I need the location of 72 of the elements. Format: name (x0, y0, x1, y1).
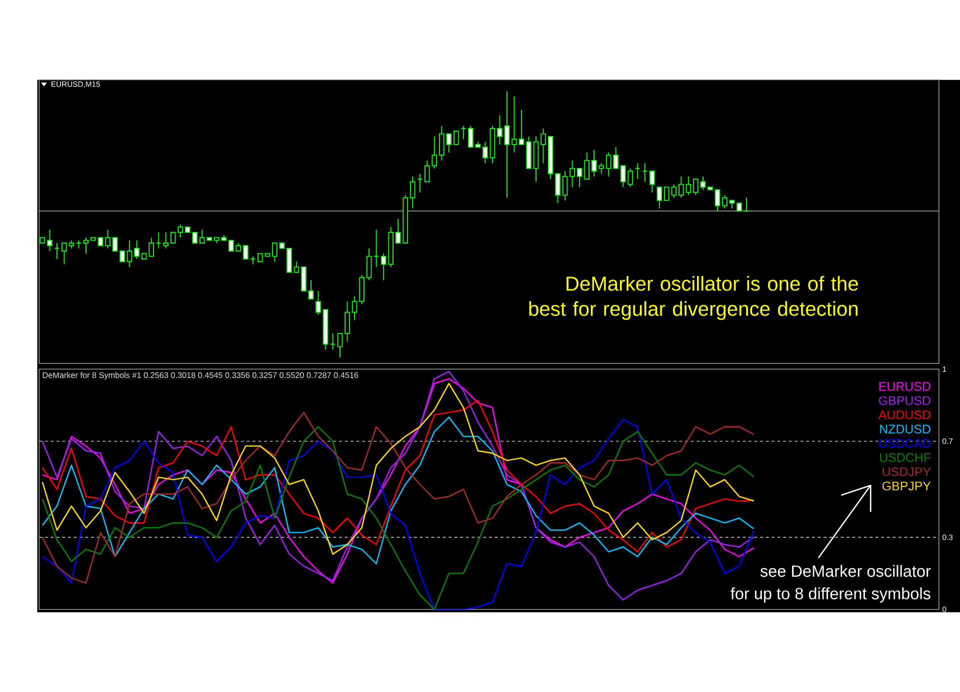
candlestick (156, 232, 162, 249)
text: GBPUSD (879, 396, 930, 406)
annotation: see DeMarker oscillator (760, 564, 931, 577)
text: AUDUSD (878, 410, 930, 420)
candlestick (344, 301, 350, 342)
chart-title: DeMarker for 8 Symbols #1 0.2563 0.3018 0.4545 0.3356 0.3257 0.5520 0.7287 0.4516 (42, 372, 358, 380)
text: USDJPY (882, 467, 931, 476)
candlestick (562, 170, 568, 201)
candlestick (294, 261, 300, 273)
candlestick (47, 229, 52, 252)
candlestick (664, 186, 670, 201)
candlestick (228, 240, 234, 252)
candlestick (693, 178, 698, 196)
candlestick (301, 266, 306, 292)
candlestick (570, 160, 575, 188)
text: GBPJPY (882, 482, 931, 490)
candlestick (518, 109, 524, 145)
candlestick (454, 130, 459, 145)
candlestick (243, 245, 248, 260)
text: USDCAD (879, 438, 930, 448)
candlestick (308, 280, 314, 300)
candlestick (468, 125, 474, 148)
candlestick (134, 240, 140, 260)
candlestick (366, 248, 372, 281)
candlestick (120, 250, 125, 262)
text: NZDUSD (880, 424, 930, 434)
candlestick (540, 128, 546, 164)
candlestick (512, 96, 517, 153)
candlestick (591, 149, 597, 177)
candlestick (671, 184, 677, 198)
candlestick (598, 162, 604, 174)
candlestick (316, 290, 321, 316)
candlestick (584, 152, 590, 180)
candlestick (417, 173, 423, 193)
candlestick (504, 90, 510, 198)
candlestick (76, 240, 82, 249)
candlestick (105, 229, 110, 249)
candlestick (686, 176, 692, 196)
text: EURUSD (879, 382, 930, 391)
candlestick (374, 229, 380, 268)
candlestick (714, 189, 720, 212)
candlestick (286, 248, 292, 273)
candlestick (410, 176, 416, 209)
candlestick (380, 253, 386, 281)
candlestick (359, 274, 364, 305)
candlestick (272, 242, 278, 262)
candlestick (439, 125, 444, 161)
candlestick (62, 242, 67, 265)
candlestick (54, 242, 60, 260)
candlestick (634, 162, 640, 180)
candlestick (722, 194, 728, 209)
text: USDCHF (880, 453, 930, 462)
annotation: for up to 8 different symbols (730, 587, 930, 603)
candlestick (163, 232, 168, 249)
candlestick (482, 141, 488, 164)
candlestick (700, 176, 706, 190)
candlestick (642, 162, 648, 182)
candlestick (83, 237, 89, 254)
candlestick (678, 176, 684, 198)
candlestick (337, 333, 343, 358)
candlestick (555, 173, 560, 204)
candlestick (112, 237, 118, 252)
candlestick (649, 170, 655, 193)
candlestick (497, 114, 502, 145)
candlestick (576, 168, 582, 188)
candlestick (126, 240, 132, 268)
annotation: DeMarker oscillator is one of the best for regular divergence detection (529, 276, 858, 320)
candlestick (446, 133, 452, 153)
candlestick (656, 186, 662, 209)
candlestick (330, 333, 336, 350)
candlestick (148, 237, 154, 257)
candlestick (352, 296, 358, 321)
